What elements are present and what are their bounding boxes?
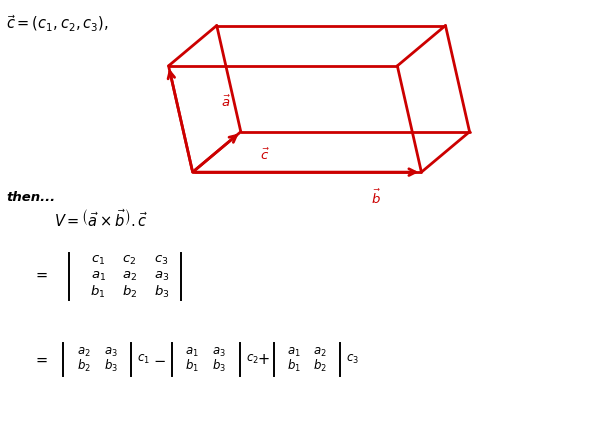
Text: $b_{2}$: $b_{2}$ [76,358,90,374]
Text: $a_{1}$: $a_{1}$ [287,346,300,360]
Text: $a_{3}$: $a_{3}$ [213,346,226,360]
Text: $a_{2}$: $a_{2}$ [314,346,327,360]
Text: $c_{3}$: $c_{3}$ [346,353,359,366]
Text: $+$: $+$ [258,352,270,367]
Text: $b_{3}$: $b_{3}$ [104,358,118,374]
Text: $\vec{b}$: $\vec{b}$ [371,188,381,207]
Text: $b_{2}$: $b_{2}$ [122,284,137,300]
Text: $b_{2}$: $b_{2}$ [313,358,327,374]
Text: $b_{3}$: $b_{3}$ [212,358,226,374]
Text: $V=\left(\vec{a}\times\vec{b}\right).\vec{c}$: $V=\left(\vec{a}\times\vec{b}\right).\ve… [54,208,149,230]
Text: $b_{1}$: $b_{1}$ [90,284,106,300]
Text: $=$: $=$ [33,266,49,282]
Text: $a_{3}$: $a_{3}$ [154,270,169,283]
Text: $b_{3}$: $b_{3}$ [154,284,169,300]
Text: $a_{1}$: $a_{1}$ [185,346,199,360]
Text: $c_{2}$: $c_{2}$ [246,353,258,366]
Text: then...: then... [6,191,55,204]
Text: $a_{3}$: $a_{3}$ [104,346,118,360]
Text: $a_{2}$: $a_{2}$ [77,346,90,360]
Text: $a_{2}$: $a_{2}$ [122,270,137,283]
Text: $b_{1}$: $b_{1}$ [185,358,199,374]
Text: $b_{1}$: $b_{1}$ [287,358,301,374]
Text: $\vec{a}$: $\vec{a}$ [221,94,231,110]
Text: $c_{3}$: $c_{3}$ [154,254,169,267]
Text: $=$: $=$ [33,351,49,367]
Text: $\vec{c}$: $\vec{c}$ [260,147,270,163]
Text: $\vec{c}=\left(c_{1}, c_{2}, c_{3}\right),$: $\vec{c}=\left(c_{1}, c_{2}, c_{3}\right… [6,13,109,34]
Text: $c_{2}$: $c_{2}$ [122,254,137,267]
Text: $-$: $-$ [153,352,166,367]
Text: $c_{1}$: $c_{1}$ [137,353,150,366]
Text: $c_{1}$: $c_{1}$ [91,254,105,267]
Text: $a_{1}$: $a_{1}$ [90,270,106,283]
